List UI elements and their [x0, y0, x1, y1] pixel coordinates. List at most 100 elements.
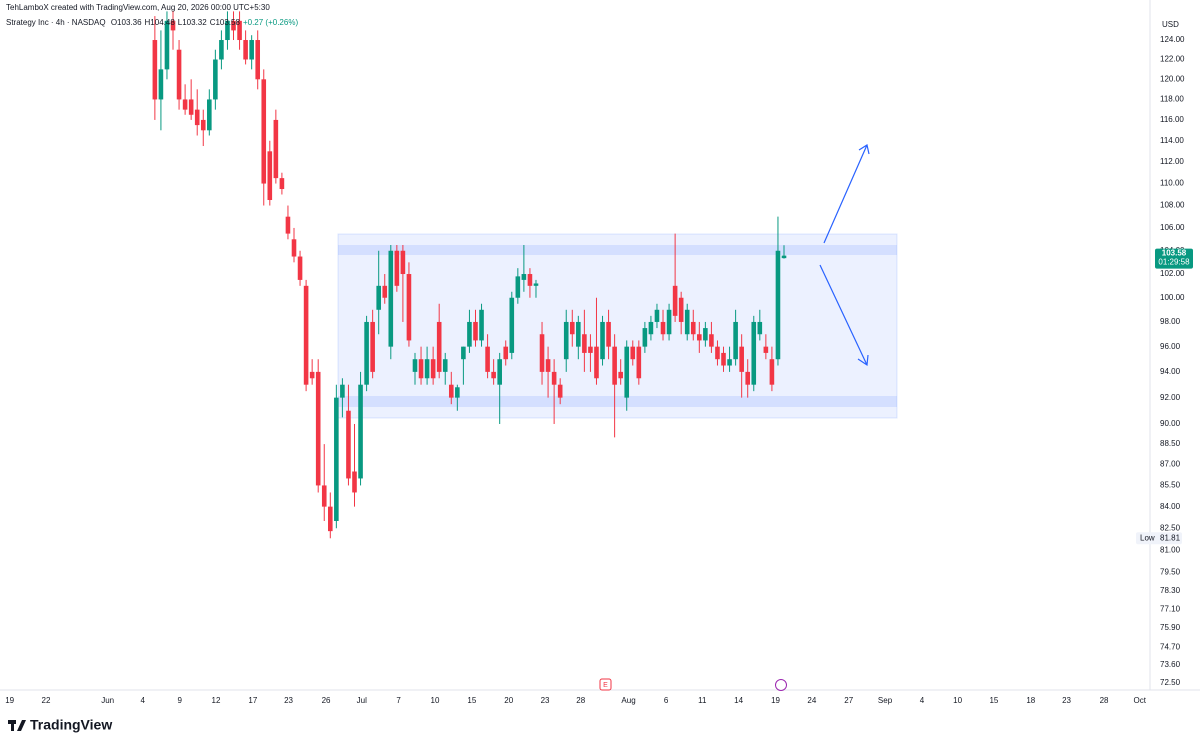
- candle-body: [182, 99, 188, 110]
- candle-body: [576, 321, 581, 347]
- candle-body: [715, 346, 720, 360]
- candle-body: [261, 79, 267, 184]
- candle-body: [394, 250, 400, 286]
- x-tick-label: 7: [396, 696, 401, 705]
- candle-body: [618, 371, 623, 379]
- logo-part: [11, 720, 14, 731]
- candle-body: [442, 359, 448, 372]
- x-tick-label: 28: [576, 696, 585, 705]
- candle-body: [370, 321, 375, 372]
- candle-body: [703, 328, 708, 341]
- candle-body: [152, 40, 158, 100]
- x-tick-label: 15: [467, 696, 476, 705]
- candle-body: [678, 297, 684, 322]
- candle-body: [745, 371, 751, 385]
- candle-body: [509, 297, 515, 353]
- candle-body: [606, 321, 611, 347]
- candle-body: [569, 321, 575, 335]
- candle-body: [418, 359, 424, 379]
- x-tick-label: 4: [920, 696, 925, 705]
- candle-body: [231, 20, 236, 31]
- x-tick-label: 20: [504, 696, 513, 705]
- candle-body: [612, 346, 617, 385]
- candle-body: [503, 346, 509, 360]
- x-tick-label: 11: [698, 696, 707, 705]
- dividend-icon: [775, 679, 787, 691]
- x-tick-label: 18: [1026, 696, 1035, 705]
- x-tick-label: 12: [212, 696, 221, 705]
- candle-body: [527, 274, 533, 286]
- x-tick-label: 17: [248, 696, 257, 705]
- x-tick-label: 9: [177, 696, 182, 705]
- support-band: [338, 396, 897, 407]
- candle-body: [255, 40, 261, 80]
- candle-body: [648, 321, 654, 335]
- ohlc-value: H104.48: [144, 18, 175, 27]
- range-box: [337, 233, 898, 419]
- candle-body: [194, 109, 200, 126]
- earnings-icon: [599, 678, 612, 691]
- candle-body: [660, 321, 666, 335]
- candle-body: [207, 99, 212, 131]
- x-tick-label: Sep: [878, 696, 893, 705]
- y-tick-label: 110.00: [1160, 179, 1184, 188]
- x-tick-label: Aug: [621, 696, 635, 705]
- x-tick-label: Jul: [357, 696, 367, 705]
- candle-body: [491, 371, 496, 379]
- candle-body: [243, 40, 248, 60]
- candle-body: [630, 346, 636, 360]
- candle-body: [225, 20, 230, 41]
- range-rect: [337, 233, 898, 419]
- candle-body: [479, 309, 484, 341]
- y-tick-label: 114.00: [1160, 136, 1184, 145]
- candle-body: [455, 387, 460, 398]
- legend: Strategy Inc · 4h · NASDAQ O103.36 H104.4…: [6, 18, 298, 27]
- candle-body: [188, 99, 194, 115]
- low-box: [1136, 532, 1182, 545]
- y-tick-label: 118.00: [1160, 95, 1184, 104]
- x-tick-label: 23: [541, 696, 550, 705]
- x-tick-label: 10: [953, 696, 962, 705]
- candle-body: [563, 321, 569, 360]
- candle-body: [219, 40, 224, 60]
- candle-body: [654, 309, 660, 322]
- x-tick-label: Jun: [101, 696, 114, 705]
- symbol: Strategy Inc · 4h · NASDAQ: [6, 18, 106, 27]
- last-price-box: [1155, 248, 1193, 269]
- candle-body: [358, 384, 363, 479]
- candle-body: [279, 178, 285, 190]
- candle-body: [267, 151, 273, 201]
- candle-body: [636, 346, 642, 379]
- candle-body: [303, 285, 309, 385]
- x-tick-label: 4: [141, 696, 146, 705]
- y-tick-label: 98.00: [1160, 317, 1181, 326]
- candle-body: [551, 371, 557, 385]
- y-tick-label: 112.00: [1160, 157, 1184, 166]
- last-price: 103.58: [1162, 249, 1187, 258]
- y-tick-label: 81.00: [1160, 545, 1181, 554]
- credit: TehLamboX created with TradingView.com, …: [6, 3, 270, 12]
- candle-body: [327, 506, 333, 532]
- candle-body: [213, 59, 218, 100]
- candle-body: [309, 371, 315, 379]
- candle-body: [582, 334, 587, 353]
- candle-body: [321, 485, 327, 507]
- ohlc-value: +0.27 (+0.26%): [242, 18, 299, 27]
- y-tick-label: 78.30: [1160, 586, 1181, 595]
- candle-body: [624, 346, 630, 398]
- earnings-icon-text: E: [603, 682, 608, 689]
- candle-body: [285, 216, 291, 234]
- y-tick-label: 85.50: [1160, 481, 1181, 490]
- brand: TradingView: [8, 717, 112, 733]
- candle-body: [485, 346, 490, 372]
- y-tick-label: 122.00: [1160, 55, 1185, 64]
- x-tick-label: 23: [284, 696, 293, 705]
- y-tick-label: 90.00: [1160, 419, 1181, 428]
- candle-body: [382, 285, 388, 298]
- candle-body: [600, 321, 605, 360]
- candle-body: [666, 309, 672, 335]
- candle-body: [164, 20, 170, 70]
- candle-body: [533, 283, 539, 286]
- candle-body: [406, 274, 412, 341]
- candle-body: [170, 20, 176, 31]
